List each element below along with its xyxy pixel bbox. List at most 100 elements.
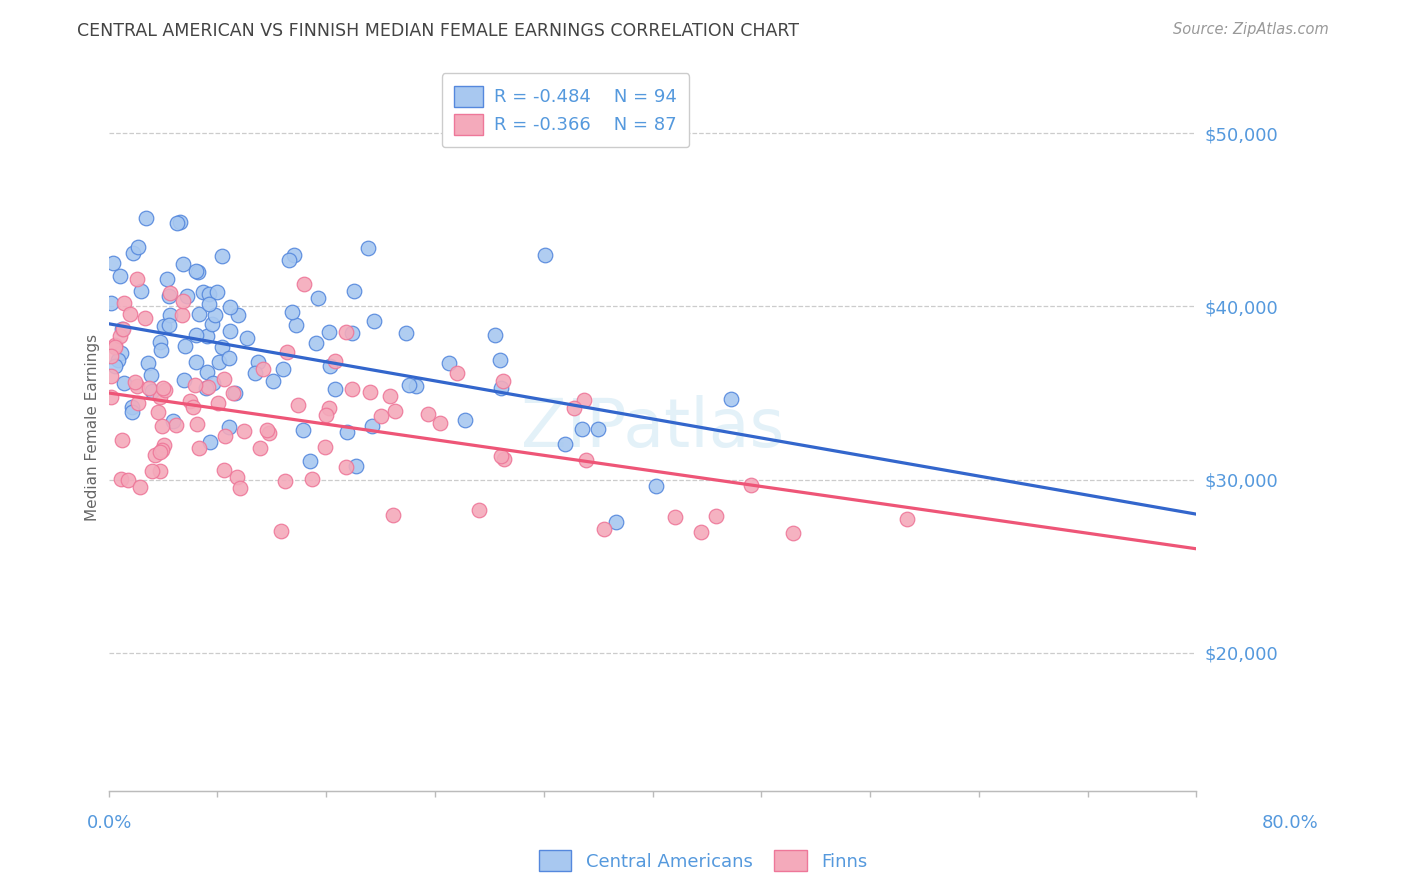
Point xyxy=(318,325,340,339)
Text: 0.0%: 0.0% xyxy=(87,814,132,831)
Legend: Central Americans, Finns: Central Americans, Finns xyxy=(531,843,875,879)
Point xyxy=(198,297,221,311)
Point xyxy=(153,383,176,397)
Point xyxy=(222,385,245,400)
Point xyxy=(204,309,226,323)
Point xyxy=(179,393,201,408)
Point xyxy=(100,368,122,383)
Point xyxy=(720,392,742,406)
Point xyxy=(184,355,207,369)
Point xyxy=(111,433,134,447)
Point xyxy=(101,256,124,270)
Point xyxy=(181,400,204,414)
Point xyxy=(382,508,405,522)
Point xyxy=(184,378,207,392)
Point xyxy=(125,272,148,286)
Point xyxy=(100,349,122,363)
Point xyxy=(896,512,918,526)
Point xyxy=(340,326,363,340)
Point xyxy=(252,362,274,376)
Point xyxy=(276,344,298,359)
Point xyxy=(100,390,122,404)
Point xyxy=(159,308,181,322)
Point xyxy=(363,314,385,328)
Point xyxy=(398,377,420,392)
Point xyxy=(153,438,176,452)
Point xyxy=(134,311,156,326)
Point xyxy=(208,355,231,369)
Point xyxy=(129,284,152,298)
Legend: R = -0.484    N = 94, R = -0.366    N = 87: R = -0.484 N = 94, R = -0.366 N = 87 xyxy=(441,73,689,147)
Point xyxy=(108,268,131,283)
Point xyxy=(534,247,557,261)
Point xyxy=(107,352,129,367)
Point xyxy=(249,441,271,455)
Point xyxy=(782,526,804,541)
Point xyxy=(188,441,211,455)
Point xyxy=(468,503,491,517)
Point xyxy=(218,300,240,314)
Point xyxy=(162,414,184,428)
Point xyxy=(112,296,135,310)
Point xyxy=(136,356,159,370)
Point xyxy=(243,366,266,380)
Point xyxy=(141,368,163,382)
Point xyxy=(104,340,127,354)
Point xyxy=(405,378,427,392)
Point xyxy=(214,429,236,443)
Point xyxy=(212,462,235,476)
Point xyxy=(446,366,468,380)
Y-axis label: Median Female Earnings: Median Female Earnings xyxy=(86,334,100,521)
Point xyxy=(173,339,195,353)
Point xyxy=(110,472,132,486)
Point xyxy=(247,355,270,369)
Point xyxy=(198,434,221,449)
Point xyxy=(380,389,402,403)
Point xyxy=(211,340,233,354)
Point xyxy=(262,374,284,388)
Point xyxy=(228,308,250,322)
Point xyxy=(149,464,172,478)
Point xyxy=(111,322,134,336)
Point xyxy=(149,445,172,459)
Point xyxy=(394,326,416,340)
Point xyxy=(489,381,512,395)
Point xyxy=(342,382,364,396)
Point xyxy=(149,335,172,350)
Point xyxy=(218,351,240,366)
Point xyxy=(188,307,211,321)
Point xyxy=(120,307,142,321)
Point xyxy=(236,331,259,345)
Point xyxy=(104,338,127,352)
Point xyxy=(198,287,221,301)
Point xyxy=(489,352,512,367)
Point xyxy=(150,443,173,458)
Point xyxy=(150,343,173,358)
Point xyxy=(323,382,346,396)
Point xyxy=(207,396,229,410)
Point xyxy=(127,396,149,410)
Point xyxy=(104,359,127,373)
Point xyxy=(170,308,193,322)
Point xyxy=(156,272,179,286)
Point xyxy=(110,322,132,336)
Text: CENTRAL AMERICAN VS FINNISH MEDIAN FEMALE EARNINGS CORRELATION CHART: CENTRAL AMERICAN VS FINNISH MEDIAN FEMAL… xyxy=(77,22,800,40)
Point xyxy=(554,437,576,451)
Point xyxy=(273,362,295,376)
Point xyxy=(605,515,627,529)
Point xyxy=(166,216,188,230)
Point xyxy=(318,401,340,416)
Point xyxy=(197,379,219,393)
Point xyxy=(292,423,315,437)
Point xyxy=(108,329,131,343)
Point xyxy=(706,508,728,523)
Point xyxy=(194,381,217,395)
Point xyxy=(484,328,506,343)
Point xyxy=(224,386,246,401)
Point xyxy=(195,328,218,343)
Point xyxy=(226,470,249,484)
Point xyxy=(305,336,328,351)
Point xyxy=(149,390,172,404)
Point xyxy=(184,264,207,278)
Point xyxy=(218,420,240,434)
